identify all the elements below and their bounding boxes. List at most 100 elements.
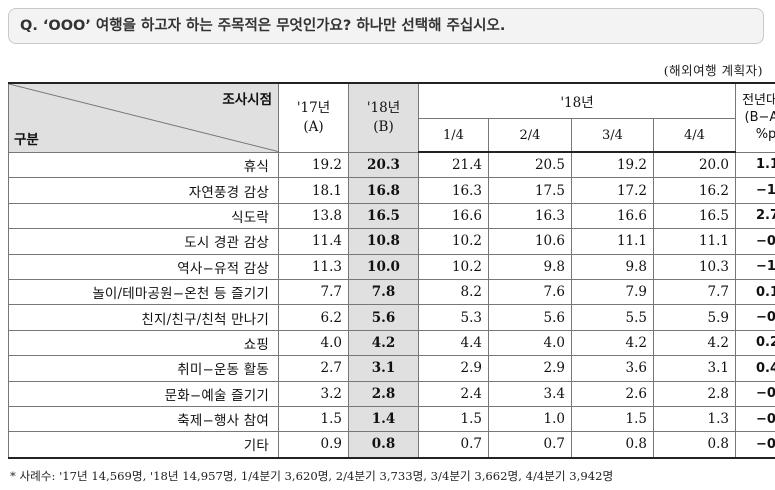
cell-2017: 3.2 <box>278 380 349 407</box>
table-row: 축제−행사 참여1.51.41.51.01.51.3−0.1 <box>8 405 775 433</box>
question-box: Q. ‘OOO’ 여행을 하고자 하는 주목적은 무엇인가요? 하나만 선택해 … <box>8 8 764 44</box>
question-text: Q. ‘OOO’ 여행을 하고자 하는 주목적은 무엇인가요? 하나만 선택해 … <box>20 18 506 34</box>
cell-2017: 4.0 <box>278 329 349 357</box>
cell-q1: 10.2 <box>418 253 489 280</box>
row-label: 휴식 <box>8 151 279 179</box>
row-label: 문화−예술 즐기기 <box>8 380 279 407</box>
cell-q4: 3.1 <box>653 355 736 382</box>
cell-q1: 10.2 <box>418 228 489 255</box>
cell-2018: 0.8 <box>348 431 419 459</box>
cell-2018: 16.5 <box>348 202 419 230</box>
row-label: 역사−유적 감상 <box>8 253 279 280</box>
cell-q3: 5.5 <box>571 304 654 331</box>
cell-q1: 0.7 <box>418 431 489 459</box>
cell-2017: 18.1 <box>278 177 349 204</box>
cell-q2: 3.4 <box>488 380 572 407</box>
cell-q3: 19.2 <box>571 151 654 179</box>
header-2018-year: '18년 <box>366 99 401 116</box>
cell-yoy: −0.6 <box>735 304 775 331</box>
cell-q4: 0.8 <box>653 431 736 459</box>
cell-2017: 2.7 <box>278 355 349 382</box>
cell-q1: 16.6 <box>418 202 489 230</box>
cell-q2: 20.5 <box>488 151 572 179</box>
cell-q1: 5.3 <box>418 304 489 331</box>
footnote: * 사례수: '17년 14,569명, '18년 14,957명, 1/4분기… <box>10 469 614 483</box>
header-quarter-2: 2/4 <box>488 118 572 153</box>
row-label: 자연풍경 감상 <box>8 177 279 204</box>
cell-2018: 10.0 <box>348 253 419 280</box>
cell-q4: 10.3 <box>653 253 736 280</box>
table-row: 기타0.90.80.70.70.80.8−0.1 <box>8 431 775 459</box>
cell-q4: 2.8 <box>653 380 736 407</box>
cell-q2: 5.6 <box>488 304 572 331</box>
cell-q1: 8.2 <box>418 278 489 306</box>
row-label: 기타 <box>8 431 279 459</box>
survey-table: 조사시점 구분 '17년 (A) '18년 (B) '18년 전년대비 (B−A… <box>8 82 775 459</box>
cell-2017: 0.9 <box>278 431 349 459</box>
table-row: 쇼핑4.04.24.44.04.24.20.2 <box>8 329 775 357</box>
corner-label-survey-period: 조사시점 <box>222 92 272 108</box>
cell-q2: 10.6 <box>488 228 572 255</box>
row-label: 친지/친구/친척 만나기 <box>8 304 279 331</box>
cell-2017: 1.5 <box>278 405 349 433</box>
header-quarter-3: 3/4 <box>571 118 654 153</box>
cell-q2: 7.6 <box>488 278 572 306</box>
cell-q3: 2.6 <box>571 380 654 407</box>
cell-q3: 17.2 <box>571 177 654 204</box>
cell-2018: 10.8 <box>348 228 419 255</box>
cell-yoy: 1.1 <box>735 151 775 179</box>
cell-2018: 20.3 <box>348 151 419 179</box>
row-label: 도시 경관 감상 <box>8 228 279 255</box>
row-label: 축제−행사 참여 <box>8 405 279 433</box>
cell-q2: 1.0 <box>488 405 572 433</box>
header-yoy-line2: (B−A), <box>744 110 775 126</box>
cell-q2: 2.9 <box>488 355 572 382</box>
unit-note: (해외여행 계획자) <box>663 63 763 78</box>
cell-yoy: −1.3 <box>735 253 775 280</box>
header-2017: '17년 (A) <box>278 82 349 153</box>
cell-q3: 7.9 <box>571 278 654 306</box>
header-yoy-line3: %p <box>755 127 775 143</box>
header-quarter-4: 4/4 <box>653 118 736 153</box>
cell-2017: 6.2 <box>278 304 349 331</box>
cell-q2: 4.0 <box>488 329 572 357</box>
cell-yoy: 0.2 <box>735 329 775 357</box>
cell-q3: 4.2 <box>571 329 654 357</box>
cell-q3: 3.6 <box>571 355 654 382</box>
cell-2018: 4.2 <box>348 329 419 357</box>
row-label: 쇼핑 <box>8 329 279 357</box>
header-2017-code: (A) <box>303 118 324 135</box>
cell-2018: 5.6 <box>348 304 419 331</box>
diagonal-divider <box>9 84 278 152</box>
corner-label-category: 구분 <box>14 131 39 148</box>
row-label: 취미−운동 활동 <box>8 355 279 382</box>
cell-yoy: 2.7 <box>735 202 775 230</box>
cell-yoy: −1.3 <box>735 177 775 204</box>
cell-q1: 16.3 <box>418 177 489 204</box>
cell-q4: 5.9 <box>653 304 736 331</box>
row-label: 식도락 <box>8 202 279 230</box>
cell-q4: 16.2 <box>653 177 736 204</box>
cell-2018: 7.8 <box>348 278 419 306</box>
cell-2017: 13.8 <box>278 202 349 230</box>
cell-q4: 1.3 <box>653 405 736 433</box>
cell-q3: 16.6 <box>571 202 654 230</box>
cell-2018: 3.1 <box>348 355 419 382</box>
cell-q1: 21.4 <box>418 151 489 179</box>
cell-q4: 11.1 <box>653 228 736 255</box>
header-yoy: 전년대비 (B−A), %p <box>735 82 775 153</box>
row-label: 놀이/테마공원−온천 등 즐기기 <box>8 278 279 306</box>
cell-2017: 7.7 <box>278 278 349 306</box>
header-2017-year: '17년 <box>296 99 331 116</box>
cell-q2: 16.3 <box>488 202 572 230</box>
cell-q2: 9.8 <box>488 253 572 280</box>
header-quarter-1: 1/4 <box>418 118 489 153</box>
cell-2018: 2.8 <box>348 380 419 407</box>
cell-q3: 9.8 <box>571 253 654 280</box>
